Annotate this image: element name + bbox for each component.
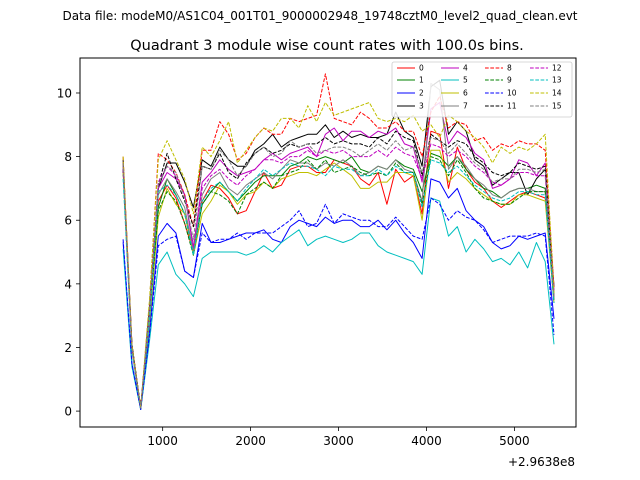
legend-label-15: 15 <box>552 102 562 111</box>
legend-label-4: 4 <box>463 64 468 73</box>
x-tick-label: 3000 <box>323 434 354 448</box>
chart-title: Quadrant 3 module wise count rates with … <box>130 38 524 54</box>
series-line-15 <box>122 137 555 409</box>
axis-ticks: 1000 2000 3000 4000 5000 0 2 4 6 8 10 <box>57 86 530 448</box>
x-offset-label: +2.9638e8 <box>508 455 575 469</box>
legend-label-1: 1 <box>419 76 424 85</box>
series-line-12 <box>122 143 555 409</box>
y-tick-label: 0 <box>64 405 72 419</box>
plot-area <box>122 73 555 410</box>
series-line-14 <box>122 102 555 409</box>
x-tick-label: 1000 <box>147 434 178 448</box>
series-line-13 <box>122 159 555 409</box>
figure-suptitle: Data file: modeM0/AS1C04_001T01_90000029… <box>62 9 577 23</box>
legend-label-2: 2 <box>419 89 424 98</box>
legend-label-7: 7 <box>463 102 468 111</box>
y-tick-label: 10 <box>57 86 72 100</box>
legend-label-12: 12 <box>552 64 562 73</box>
legend-label-0: 0 <box>419 64 424 73</box>
y-tick-label: 2 <box>64 341 72 355</box>
series-line-8 <box>122 73 555 409</box>
series-line-10 <box>122 197 555 410</box>
legend-box <box>391 61 573 118</box>
legend-label-5: 5 <box>463 76 468 85</box>
legend-label-9: 9 <box>507 76 512 85</box>
series-line-7 <box>122 82 555 409</box>
legend-label-10: 10 <box>507 89 517 98</box>
legend-label-13: 13 <box>552 76 562 85</box>
axes-frame <box>79 57 577 428</box>
legend-label-3: 3 <box>419 102 424 111</box>
x-tick-label: 5000 <box>499 434 530 448</box>
x-tick-label: 2000 <box>235 434 266 448</box>
legend-label-14: 14 <box>552 89 562 98</box>
series-line-2 <box>122 178 555 410</box>
y-tick-label: 6 <box>64 214 72 228</box>
legend-label-8: 8 <box>507 64 512 73</box>
series-line-11 <box>122 130 555 409</box>
y-tick-label: 4 <box>64 277 72 291</box>
y-tick-label: 8 <box>64 150 72 164</box>
legend-label-6: 6 <box>463 89 468 98</box>
x-tick-label: 4000 <box>411 434 442 448</box>
series-line-5 <box>122 197 555 410</box>
legend-label-11: 11 <box>507 102 517 111</box>
